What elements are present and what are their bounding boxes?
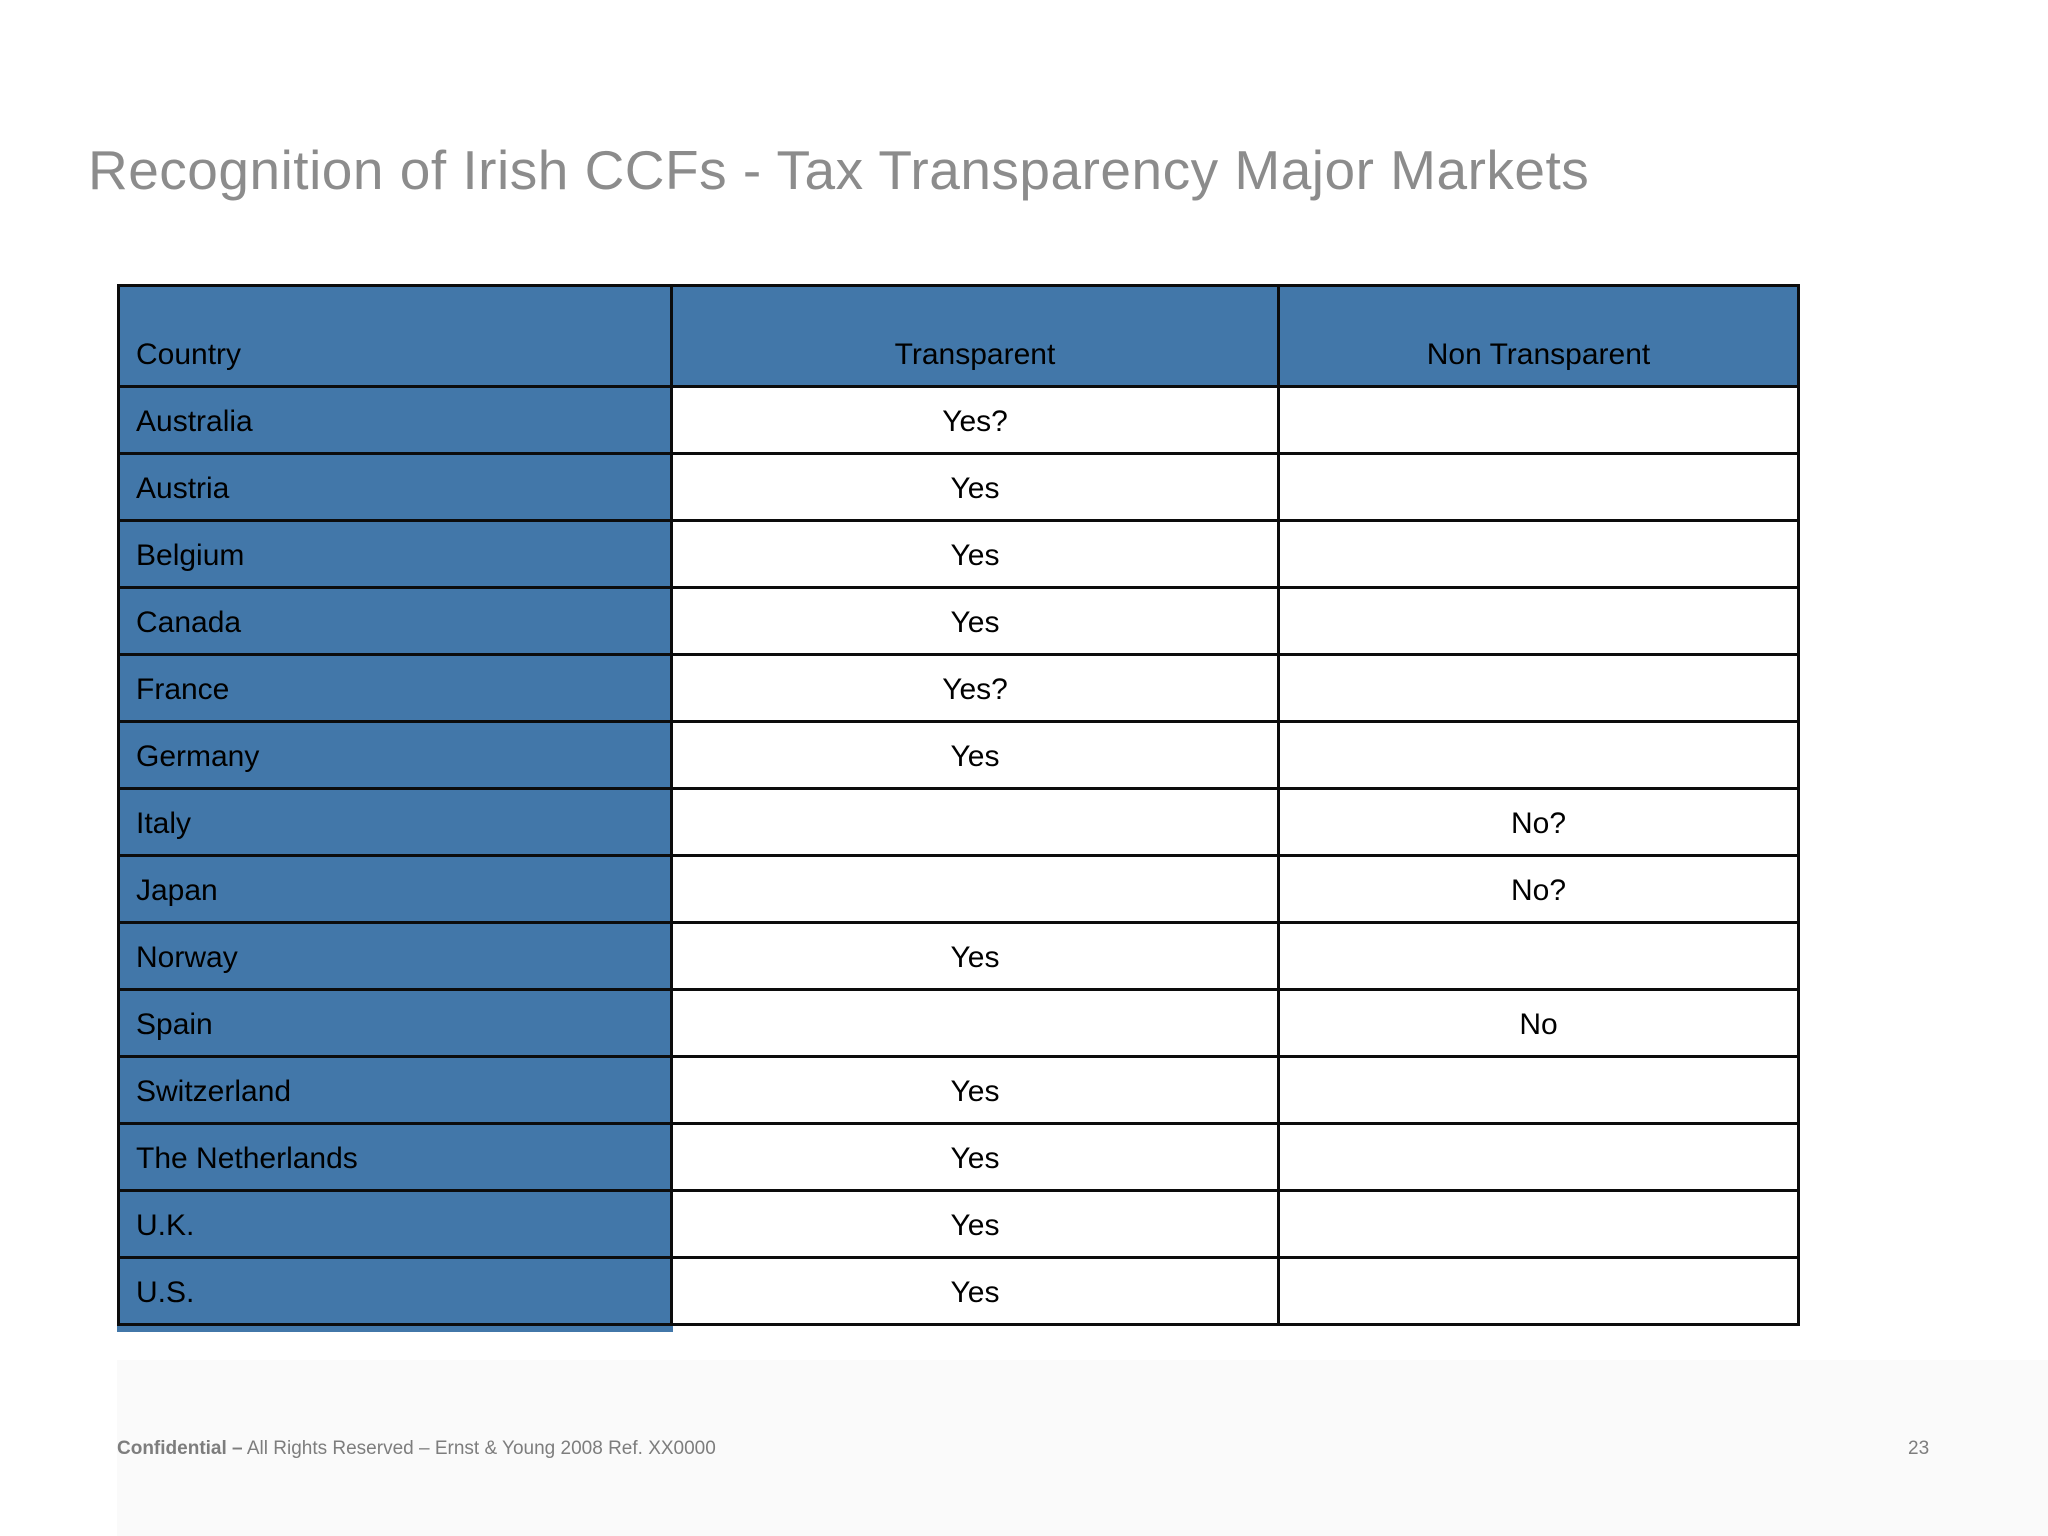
- non-transparent-cell: [1277, 1256, 1800, 1326]
- background-panel: [117, 1360, 2048, 1536]
- transparent-cell: Yes: [670, 1256, 1280, 1326]
- table-row: Canada Yes: [117, 586, 1800, 656]
- header-transparent: Transparent: [670, 284, 1280, 388]
- country-cell: U.S.: [117, 1256, 673, 1326]
- table-row: France Yes?: [117, 653, 1800, 723]
- country-cell: The Netherlands: [117, 1122, 673, 1192]
- header-country: Country: [117, 284, 673, 388]
- table-row: The Netherlands Yes: [117, 1122, 1800, 1192]
- country-cell: Belgium: [117, 519, 673, 589]
- non-transparent-cell: [1277, 1189, 1800, 1259]
- transparent-cell: Yes?: [670, 653, 1280, 723]
- transparent-cell: Yes: [670, 1189, 1280, 1259]
- table-row: U.S. Yes: [117, 1256, 1800, 1326]
- non-transparent-cell: [1277, 653, 1800, 723]
- non-transparent-cell: No: [1277, 988, 1800, 1058]
- non-transparent-cell: [1277, 385, 1800, 455]
- table-row: Norway Yes: [117, 921, 1800, 991]
- table-row: Australia Yes?: [117, 385, 1800, 455]
- tax-transparency-table: Country Transparent Non Transparent Aust…: [117, 284, 1800, 1326]
- non-transparent-cell: [1277, 1055, 1800, 1125]
- footer-confidential-label: Confidential –: [117, 1438, 243, 1459]
- transparent-cell: [670, 988, 1280, 1058]
- country-cell: Germany: [117, 720, 673, 790]
- country-cell: Canada: [117, 586, 673, 656]
- transparent-cell: Yes: [670, 1055, 1280, 1125]
- country-cell: U.K.: [117, 1189, 673, 1259]
- table-row: U.K. Yes: [117, 1189, 1800, 1259]
- table-row: Switzerland Yes: [117, 1055, 1800, 1125]
- table-row: Japan No?: [117, 854, 1800, 924]
- slide-title: Recognition of Irish CCFs - Tax Transpar…: [88, 139, 1590, 201]
- country-cell: Austria: [117, 452, 673, 522]
- non-transparent-cell: [1277, 1122, 1800, 1192]
- footer: Confidential – All Rights Reserved – Ern…: [117, 1438, 716, 1460]
- transparent-cell: Yes: [670, 1122, 1280, 1192]
- transparent-cell: [670, 787, 1280, 857]
- non-transparent-cell: [1277, 452, 1800, 522]
- table-row: Austria Yes: [117, 452, 1800, 522]
- country-cell: Australia: [117, 385, 673, 455]
- non-transparent-cell: No?: [1277, 787, 1800, 857]
- transparent-cell: Yes: [670, 586, 1280, 656]
- table-row: Spain No: [117, 988, 1800, 1058]
- country-cell: Norway: [117, 921, 673, 991]
- header-non-transparent: Non Transparent: [1277, 284, 1800, 388]
- table-row: Belgium Yes: [117, 519, 1800, 589]
- transparent-cell: [670, 854, 1280, 924]
- country-cell: Japan: [117, 854, 673, 924]
- non-transparent-cell: [1277, 720, 1800, 790]
- transparent-cell: Yes: [670, 452, 1280, 522]
- page-number: 23: [1908, 1438, 1930, 1459]
- non-transparent-cell: [1277, 921, 1800, 991]
- country-cell: Spain: [117, 988, 673, 1058]
- transparent-cell: Yes: [670, 921, 1280, 991]
- country-cell: France: [117, 653, 673, 723]
- country-cell: Switzerland: [117, 1055, 673, 1125]
- table-row: Italy No?: [117, 787, 1800, 857]
- non-transparent-cell: [1277, 519, 1800, 589]
- transparent-cell: Yes?: [670, 385, 1280, 455]
- non-transparent-cell: [1277, 586, 1800, 656]
- table-row: Germany Yes: [117, 720, 1800, 790]
- footer-rights-text: All Rights Reserved – Ernst & Young 2008…: [242, 1438, 716, 1459]
- table-header-row: Country Transparent Non Transparent: [117, 284, 1800, 388]
- country-cell: Italy: [117, 787, 673, 857]
- transparent-cell: Yes: [670, 519, 1280, 589]
- non-transparent-cell: No?: [1277, 854, 1800, 924]
- transparent-cell: Yes: [670, 720, 1280, 790]
